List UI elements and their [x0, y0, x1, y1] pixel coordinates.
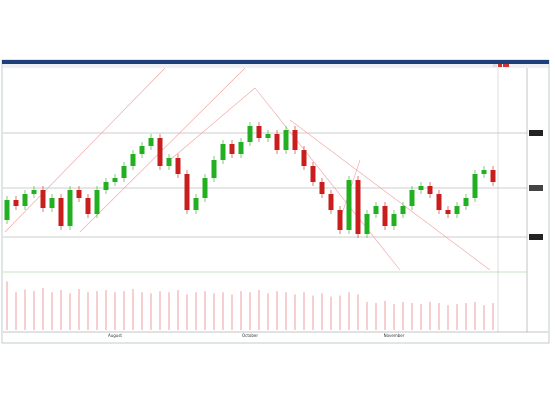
candle-body	[418, 186, 424, 190]
candle-body	[13, 200, 19, 206]
candle-body	[400, 206, 406, 214]
toolbar-button[interactable]	[498, 64, 502, 67]
candle-body	[49, 198, 55, 208]
candle-body	[220, 144, 226, 160]
candle-body	[175, 158, 181, 174]
candle-body	[31, 190, 37, 194]
candle-body	[94, 190, 100, 214]
trend-line	[289, 119, 491, 271]
candle-body	[166, 158, 172, 166]
candle-body	[346, 180, 352, 230]
candle-body	[481, 170, 487, 174]
candle-body	[445, 210, 451, 214]
candle-body	[76, 190, 82, 198]
candle-body	[85, 198, 91, 214]
candle-body	[355, 180, 361, 234]
price-marker	[529, 130, 543, 136]
price-marker	[529, 234, 543, 240]
candle-body	[103, 182, 109, 190]
x-tick-label: October	[242, 333, 258, 338]
toolbar-button[interactable]	[503, 64, 509, 67]
candle-body	[202, 178, 208, 198]
trend-line	[4, 67, 166, 233]
candle-body	[265, 134, 271, 138]
candle-body	[247, 126, 253, 142]
toolbar	[3, 64, 548, 68]
toolbar-button[interactable]	[493, 64, 497, 67]
candle-body	[67, 190, 73, 226]
candle-body	[364, 214, 370, 234]
candle-body	[112, 178, 118, 182]
price-marker	[529, 185, 543, 191]
candle-body	[130, 154, 136, 166]
candle-body	[292, 130, 298, 150]
candle-body	[472, 174, 478, 198]
candle-body	[229, 144, 235, 154]
candle-body	[382, 206, 388, 226]
candle-body	[319, 182, 325, 194]
candle-body	[256, 126, 262, 138]
candle-body	[463, 198, 469, 206]
x-tick-label: November	[384, 333, 405, 338]
candle-body	[301, 150, 307, 166]
trend-line	[169, 87, 256, 161]
candle-body	[310, 166, 316, 182]
candle-body	[139, 146, 145, 154]
chart-window	[1, 59, 550, 344]
title-bar	[2, 60, 549, 64]
candle-body	[436, 194, 442, 210]
candle-body	[121, 166, 127, 178]
candle-body	[184, 174, 190, 210]
candle-body	[22, 194, 28, 206]
candle-body	[193, 198, 199, 210]
candle-body	[373, 206, 379, 214]
x-tick-label: August	[108, 333, 122, 338]
candle-body	[148, 138, 154, 146]
candle-body	[328, 194, 334, 210]
candle-body	[274, 134, 280, 150]
candle-body	[40, 190, 46, 208]
candle-body	[337, 210, 343, 230]
candle-body	[283, 130, 289, 150]
candle-body	[391, 214, 397, 226]
candle-body	[157, 138, 163, 166]
candle-body	[4, 200, 10, 220]
candle-body	[238, 142, 244, 154]
candle-body	[490, 170, 496, 182]
candle-body	[211, 160, 217, 178]
candle-body	[409, 190, 415, 206]
candle-body	[427, 186, 433, 194]
trend-line	[254, 87, 401, 271]
candle-body	[58, 198, 64, 226]
candle-body	[454, 206, 460, 214]
